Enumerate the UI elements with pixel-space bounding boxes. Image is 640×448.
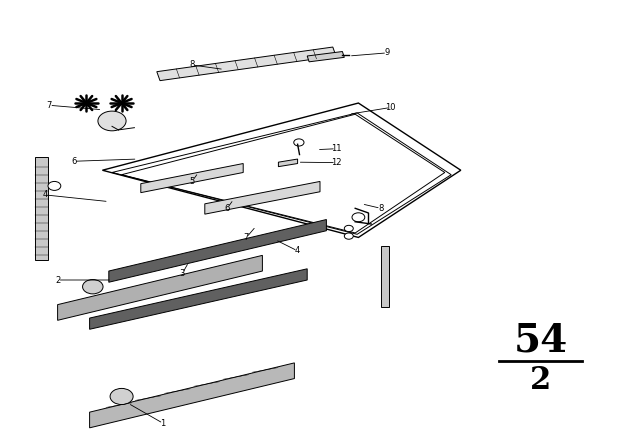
Polygon shape [307, 52, 344, 62]
Circle shape [294, 139, 304, 146]
Circle shape [344, 233, 353, 239]
Circle shape [110, 388, 133, 405]
Polygon shape [381, 246, 389, 307]
Polygon shape [278, 159, 298, 167]
Circle shape [83, 280, 103, 294]
Text: 4: 4 [42, 190, 47, 199]
Circle shape [344, 225, 353, 232]
Text: 9: 9 [385, 48, 390, 57]
Text: 11: 11 [331, 144, 341, 153]
Text: 10: 10 [385, 103, 396, 112]
Text: 6: 6 [71, 157, 76, 166]
Polygon shape [157, 47, 336, 81]
Text: 8: 8 [378, 204, 383, 213]
Polygon shape [58, 255, 262, 320]
Polygon shape [90, 363, 294, 428]
Polygon shape [109, 220, 326, 282]
Polygon shape [35, 157, 48, 260]
Text: 6: 6 [225, 204, 230, 213]
Polygon shape [141, 164, 243, 193]
Circle shape [352, 213, 365, 222]
Text: 2: 2 [530, 365, 552, 396]
Circle shape [48, 181, 61, 190]
Text: 4: 4 [295, 246, 300, 255]
Text: 1: 1 [161, 419, 166, 428]
Text: 12: 12 [331, 158, 341, 167]
Text: 2: 2 [55, 276, 60, 284]
Polygon shape [205, 181, 320, 214]
Text: 54: 54 [514, 322, 568, 359]
Circle shape [98, 111, 126, 131]
Polygon shape [90, 269, 307, 329]
Text: 7: 7 [47, 101, 52, 110]
Text: 5: 5 [189, 177, 195, 186]
Text: 8: 8 [189, 60, 195, 69]
Text: 7: 7 [244, 233, 249, 242]
Text: 3: 3 [180, 269, 185, 278]
